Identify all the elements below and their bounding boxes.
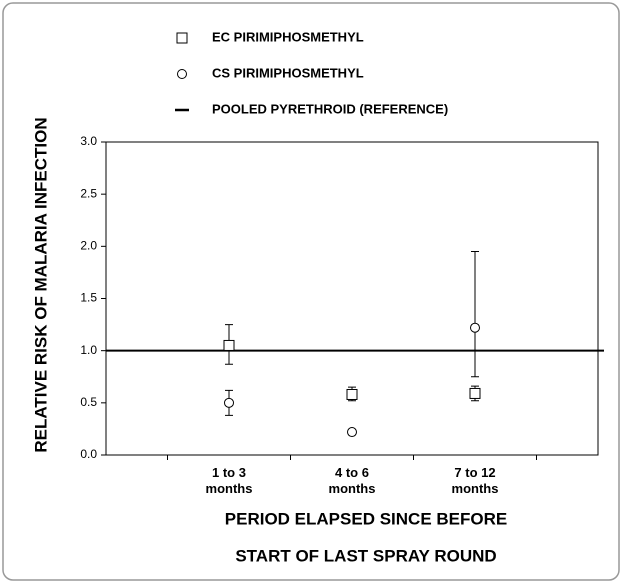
marker (347, 427, 357, 438)
x-tick-label: 4 to 6 months (328, 465, 376, 496)
y-tick-label: 2.0 (80, 239, 97, 253)
y-tick-label: 0.5 (80, 395, 97, 409)
marker (469, 387, 481, 399)
x-tick-label: 1 to 3 months (205, 465, 253, 496)
legend-label: EC PIRIMIPHOSMETHYL (212, 29, 364, 44)
marker (176, 32, 188, 44)
marker (177, 69, 187, 79)
x-tick-label: 7 to 12 months (451, 465, 499, 496)
marker (224, 397, 234, 408)
marker (470, 322, 480, 333)
error-bar (471, 251, 479, 378)
y-tick-label: 1.5 (80, 291, 97, 305)
y-tick-label: 2.5 (80, 186, 97, 200)
y-tick-label: 3.0 (80, 134, 97, 148)
marker (346, 388, 358, 400)
legend-label: CS PIRIMIPHOSMETHYL (212, 65, 364, 80)
y-axis-title: RELATIVE RISK OF MALARIA INFECTION (31, 117, 50, 452)
x-axis-title: PERIOD ELAPSED SINCE BEFORE (225, 509, 507, 528)
x-axis-title: START OF LAST SPRAY ROUND (235, 546, 496, 565)
plot-area (105, 141, 599, 456)
y-tick-label: 0.0 (80, 447, 97, 461)
marker (223, 339, 235, 351)
legend-label: POOLED PYRETHROID (REFERENCE) (212, 101, 448, 116)
y-tick-label: 1.0 (80, 343, 97, 357)
